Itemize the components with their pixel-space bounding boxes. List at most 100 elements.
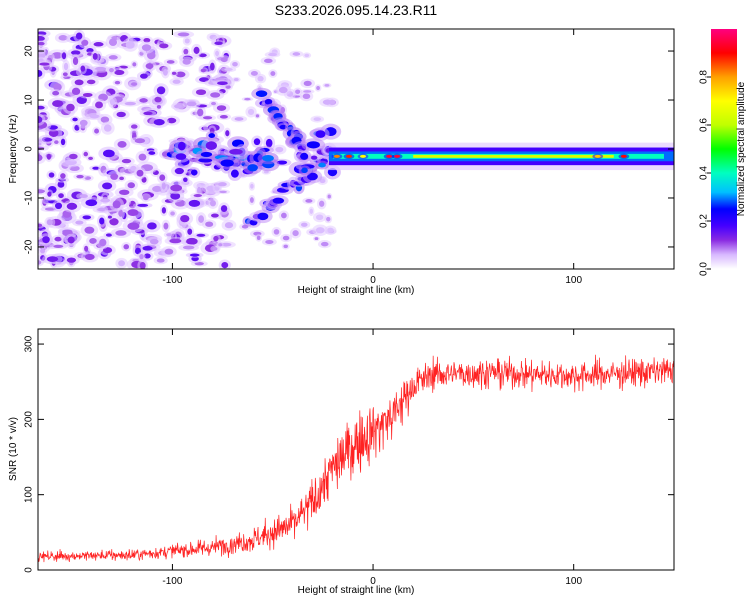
- noise-blob: [170, 211, 175, 216]
- noise-blob: [182, 245, 195, 250]
- x-tick-label: 0: [370, 275, 376, 286]
- noise-blob: [66, 202, 78, 210]
- noise-blob: [199, 77, 209, 82]
- noise-blob: [183, 177, 188, 182]
- noise-blob: [79, 194, 88, 199]
- noise-blob: [327, 227, 334, 233]
- noise-blob: [38, 116, 43, 124]
- band-blob: [327, 168, 338, 177]
- noise-blob: [52, 100, 64, 107]
- band-hotspot: [386, 154, 393, 158]
- colorbar-ticks: 0.0 0.2 0.4 0.6 0.8: [699, 70, 711, 276]
- noise-blob: [102, 149, 115, 158]
- noise-blob: [147, 51, 156, 60]
- noise-blob: [197, 186, 202, 195]
- noise-blob: [137, 203, 149, 207]
- snr-plot-area: [38, 354, 674, 563]
- noise-blob: [117, 140, 127, 148]
- noise-blob: [143, 111, 153, 116]
- noise-blob: [70, 50, 81, 55]
- band-blob: [265, 138, 273, 148]
- noise-blob: [141, 44, 152, 51]
- noise-blob: [108, 55, 118, 60]
- noise-blob: [109, 218, 119, 226]
- noise-blob: [136, 169, 144, 177]
- noise-blob: [84, 226, 95, 234]
- noise-blob: [114, 69, 125, 76]
- noise-blob: [93, 42, 104, 47]
- noise-blob: [98, 207, 106, 212]
- noise-blob: [265, 239, 274, 244]
- noise-blob: [109, 67, 114, 73]
- noise-blob: [127, 209, 139, 217]
- y-tick-label: 300: [24, 335, 35, 352]
- noise-blob: [225, 130, 230, 137]
- band-blob: [200, 151, 213, 158]
- noise-blob: [82, 215, 92, 220]
- noise-blob: [112, 200, 121, 209]
- noise-blob: [139, 261, 146, 269]
- band-blob: [177, 141, 186, 151]
- colorbar-tick-label: 0.4: [699, 166, 710, 180]
- noise-blob: [295, 89, 301, 95]
- noise-blob: [322, 99, 332, 105]
- noise-blob: [218, 243, 223, 247]
- noise-blob: [180, 214, 190, 223]
- noise-blob: [213, 235, 219, 242]
- noise-blob: [46, 219, 53, 226]
- noise-blob: [209, 62, 215, 71]
- noise-blob: [143, 195, 149, 201]
- noise-blob: [145, 63, 154, 69]
- noise-blob: [156, 258, 165, 263]
- noise-blob: [139, 98, 148, 103]
- noise-blob: [66, 257, 77, 263]
- noise-blob: [99, 238, 107, 247]
- noise-blob: [170, 192, 181, 200]
- noise-blob: [76, 174, 84, 179]
- noise-blob: [263, 170, 269, 174]
- colorbar-label: Normalized spectral amplitude: [736, 81, 747, 216]
- noise-blob: [81, 39, 89, 46]
- x-tick-label: 100: [565, 275, 582, 286]
- noise-blob: [119, 176, 125, 181]
- noise-blob: [172, 79, 181, 84]
- noise-blob: [319, 178, 326, 184]
- noise-blob: [58, 193, 64, 199]
- noise-blob: [143, 37, 151, 43]
- noise-blob: [152, 185, 162, 192]
- spectrogram-x-label: Height of straight line (km): [298, 285, 415, 296]
- noise-blob: [92, 166, 100, 170]
- noise-blob: [107, 215, 112, 219]
- noise-blob: [125, 41, 135, 49]
- noise-blob: [53, 244, 64, 248]
- noise-blob: [69, 153, 78, 160]
- noise-blob: [127, 182, 135, 189]
- noise-blob: [326, 216, 331, 222]
- noise-blob: [39, 62, 50, 66]
- noise-blob: [210, 213, 219, 218]
- band-hotspot: [394, 154, 401, 158]
- noise-blob: [38, 36, 45, 42]
- noise-blob: [303, 90, 312, 93]
- drift-blob: [307, 172, 318, 181]
- band-hotspot: [360, 154, 367, 158]
- noise-blob: [100, 198, 111, 203]
- noise-blob: [177, 32, 190, 37]
- noise-blob: [38, 142, 42, 146]
- drift-blob: [255, 90, 268, 97]
- noise-blob: [48, 172, 55, 178]
- colorbar: 0.0 0.2 0.4 0.6 0.8 Normalized spectral ampl…: [699, 29, 747, 276]
- noise-blob: [149, 238, 159, 245]
- noise-blob: [193, 194, 202, 198]
- noise-blob: [118, 209, 123, 217]
- noise-blob: [138, 153, 147, 161]
- noise-blob: [315, 214, 324, 221]
- band-blob: [174, 167, 185, 175]
- noise-blob: [219, 114, 228, 119]
- noise-blob: [74, 79, 84, 86]
- band-blob: [306, 141, 320, 149]
- noise-blob: [161, 182, 166, 190]
- noise-blob: [234, 117, 244, 121]
